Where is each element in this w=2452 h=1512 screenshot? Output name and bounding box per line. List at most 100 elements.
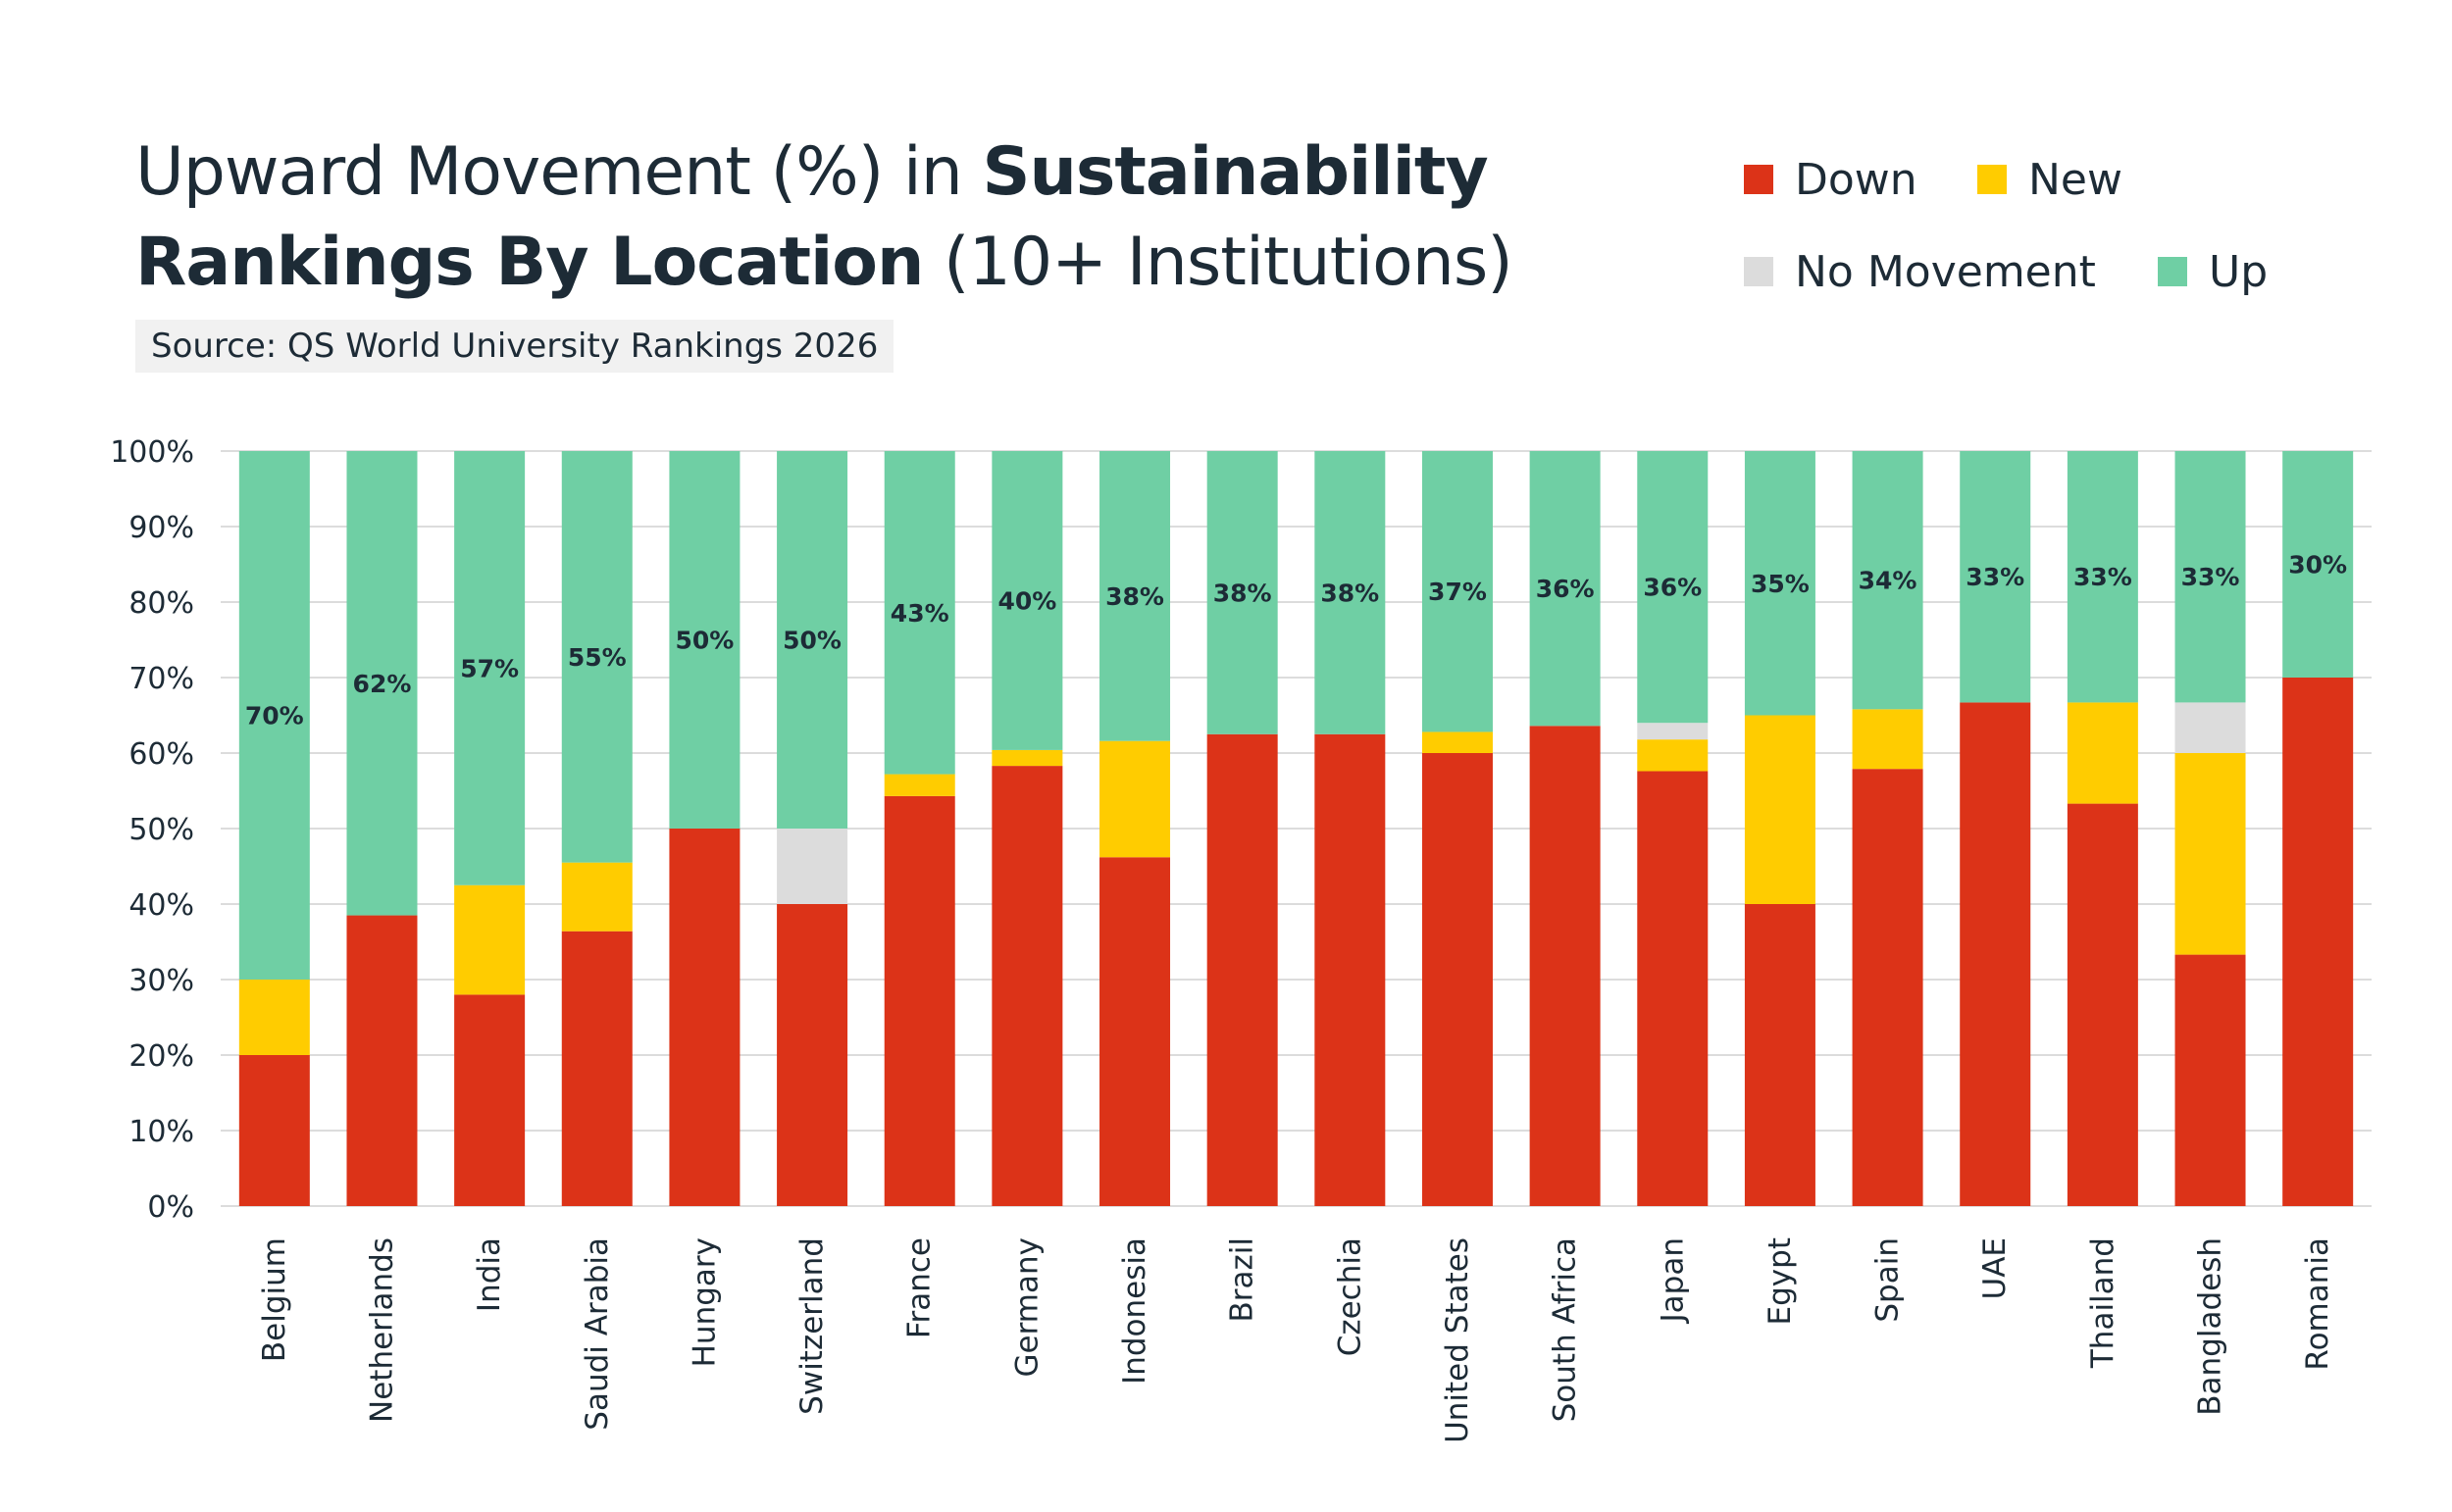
bar-switzerland-up [777, 451, 848, 829]
bar-south-africa-up [1529, 451, 1601, 727]
bar-indonesia-new [1099, 740, 1171, 858]
legend-swatch-up [2158, 257, 2187, 286]
x-tick-label-uae: UAE [1977, 1237, 2013, 1299]
x-tick-label-romania: Romania [2300, 1237, 2335, 1371]
y-tick-label: 10% [128, 1115, 194, 1149]
bar-thailand-down [2067, 803, 2138, 1206]
bar-united-states-down [1421, 753, 1493, 1206]
y-tick-label: 30% [128, 964, 194, 998]
legend-item-down: Down [1744, 154, 1917, 205]
bar-united-states-new [1421, 731, 1493, 753]
x-tick-label-japan: Japan [1655, 1237, 1690, 1324]
bar-brazil-up [1206, 451, 1278, 734]
bar-hungary-down [669, 829, 741, 1206]
data-label-switzerland: 50% [783, 627, 842, 655]
bar-united-states-up [1421, 451, 1493, 732]
y-tick-label: 20% [128, 1039, 194, 1074]
bar-japan-new [1637, 739, 1709, 772]
x-tick-label-india: India [472, 1237, 507, 1312]
bar-netherlands-up [346, 451, 418, 916]
title-bold-2: Rankings By Location [135, 224, 924, 301]
bar-romania-down [2282, 678, 2354, 1206]
y-tick-label: 50% [128, 813, 194, 847]
bar-uae-down [1960, 702, 2031, 1206]
x-tick-label-brazil: Brazil [1225, 1237, 1260, 1323]
data-label-brazil: 38% [1213, 579, 1272, 607]
bar-saudi-arabia-up [561, 451, 633, 863]
bar-france-new [884, 774, 955, 796]
bar-spain-down [1852, 769, 1923, 1206]
source-note: Source: QS World University Rankings 202… [135, 320, 894, 373]
bar-france-up [884, 451, 955, 775]
x-tick-label-spain: Spain [1870, 1237, 1906, 1323]
data-label-belgium: 70% [245, 702, 304, 731]
title-part-2: (10+ Institutions) [923, 224, 1513, 301]
bar-bangladesh-down [2174, 954, 2246, 1206]
title-part-1: Upward Movement (%) in [135, 133, 983, 211]
bar-india-up [454, 451, 526, 885]
data-label-india: 57% [460, 654, 519, 682]
bar-india-down [454, 994, 526, 1206]
bar-egypt-new [1744, 715, 1815, 904]
y-tick-label: 80% [128, 586, 194, 621]
x-tick-label-egypt: Egypt [1762, 1237, 1798, 1325]
bar-bangladesh-new [2174, 753, 2246, 955]
legend-label-new: New [2028, 154, 2122, 205]
bars [238, 451, 2354, 1206]
data-label-romania: 30% [2288, 551, 2347, 580]
x-tick-label-united-states: United States [1440, 1237, 1475, 1443]
legend-label-no-movement: No Movement [1795, 246, 2096, 297]
bar-bangladesh-up [2174, 451, 2246, 703]
bar-spain-new [1852, 709, 1923, 770]
bar-japan-no-movement [1637, 723, 1709, 740]
bar-czechia-down [1314, 733, 1386, 1206]
data-label-germany: 40% [997, 586, 1056, 615]
x-tick-label-switzerland: Switzerland [794, 1237, 830, 1415]
bar-belgium-down [238, 1055, 310, 1206]
bar-germany-down [992, 766, 1063, 1206]
y-tick-label: 60% [128, 737, 194, 772]
y-tick-label: 0% [147, 1190, 194, 1225]
legend-item-up: Up [2158, 247, 2268, 297]
bar-indonesia-down [1099, 857, 1171, 1206]
bar-germany-up [992, 451, 1063, 750]
x-tick-label-france: France [902, 1237, 938, 1338]
x-axis-ticks: Belgium Netherlands India Saudi Arabia Hunga… [257, 1237, 2335, 1443]
bar-india-new [454, 884, 526, 995]
data-label-united-states: 37% [1428, 578, 1487, 606]
bar-belgium-up [238, 451, 310, 980]
chart-title: Upward Movement (%) in Sustainability Ran… [135, 127, 1513, 308]
bar-romania-up [2282, 451, 2354, 678]
data-label-indonesia: 38% [1105, 582, 1164, 611]
data-label-bangladesh: 33% [2181, 563, 2240, 591]
x-tick-label-germany: Germany [1009, 1237, 1045, 1377]
legend-item-no-movement: No Movement [1744, 246, 2096, 297]
bar-south-africa-down [1529, 726, 1601, 1206]
y-tick-label: 40% [128, 888, 194, 923]
bar-egypt-up [1744, 451, 1815, 716]
y-tick-label: 70% [128, 662, 194, 696]
bar-germany-new [992, 749, 1063, 767]
legend-swatch-no-movement [1744, 257, 1773, 286]
bar-japan-down [1637, 771, 1709, 1206]
bar-uae-up [1960, 451, 2031, 703]
legend-item-new: New [1977, 154, 2122, 205]
legend-swatch-new [1977, 165, 2007, 194]
bar-belgium-new [238, 980, 310, 1055]
data-label-france: 43% [891, 599, 949, 628]
bar-spain-up [1852, 451, 1923, 710]
x-tick-label-thailand: Thailand [2085, 1237, 2120, 1369]
bar-bangladesh-no-movement [2174, 702, 2246, 753]
data-label-egypt: 35% [1751, 570, 1810, 598]
x-tick-label-netherlands: Netherlands [364, 1237, 399, 1423]
bar-japan-up [1637, 451, 1709, 724]
y-axis-ticks: 0% 10% 20% 30% 40% 50% 60% 70% 80% 90% 100% [110, 435, 194, 1225]
x-tick-label-hungary: Hungary [687, 1237, 722, 1367]
bar-netherlands-down [346, 915, 418, 1206]
x-tick-label-saudi-arabia: Saudi Arabia [580, 1237, 615, 1431]
bar-indonesia-up [1099, 451, 1171, 741]
data-label-spain: 34% [1859, 567, 1917, 595]
legend-label-down: Down [1795, 154, 1917, 205]
data-labels: 70% 62% 57% 55% 50% 50% 43% 40% 38% 38% 38% 37% 36% 3… [245, 551, 2347, 731]
data-label-hungary: 50% [676, 627, 735, 655]
